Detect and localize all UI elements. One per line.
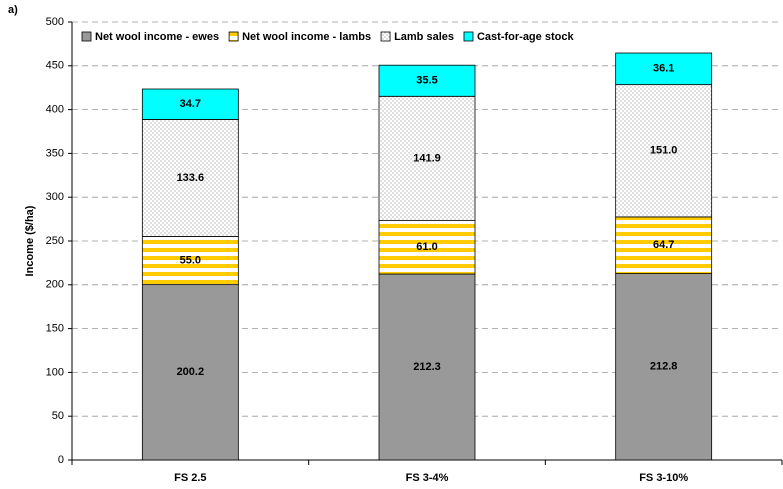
- y-tick-label: 200: [46, 279, 64, 291]
- bar-segment: [141, 236, 239, 286]
- y-axis-label: Income ($/ha): [24, 205, 36, 276]
- y-tick-label: 50: [52, 410, 64, 422]
- value-label: 34.7: [180, 98, 201, 110]
- bar-segment: [378, 95, 476, 221]
- y-tick-label: 500: [46, 16, 64, 28]
- bar-segment: [141, 284, 239, 461]
- value-label: 133.6: [177, 172, 205, 184]
- legend-swatch: [380, 31, 391, 42]
- panel-label: a): [8, 4, 18, 16]
- value-label: 141.9: [413, 152, 441, 164]
- y-tick-label: 100: [46, 366, 64, 378]
- y-tick-label: 450: [46, 60, 64, 72]
- value-label: 151.0: [650, 145, 678, 157]
- legend-background: [78, 28, 584, 46]
- value-label: 212.3: [413, 361, 441, 373]
- bar-segment: [378, 64, 476, 97]
- bar-segment: [615, 52, 713, 86]
- y-tick-label: 350: [46, 147, 64, 159]
- y-tick-label: 400: [46, 104, 64, 116]
- bar-segment: [378, 220, 476, 275]
- value-label: 212.8: [650, 361, 678, 373]
- y-tick-label: 150: [46, 323, 64, 335]
- bar-segment: [141, 88, 239, 120]
- legend-swatch: [463, 31, 474, 42]
- legend-label: Net wool income - ewes: [95, 31, 219, 43]
- bar-segment: [615, 273, 713, 461]
- bar-segment: [615, 84, 713, 218]
- x-tick-label: FS 3-10%: [639, 472, 688, 484]
- y-tick-label: 250: [46, 235, 64, 247]
- y-tick-label: 0: [58, 454, 64, 466]
- legend-label: Cast-for-age stock: [477, 31, 574, 43]
- legend-swatch: [81, 31, 92, 42]
- value-label: 64.7: [653, 239, 674, 251]
- x-tick-label: FS 3-4%: [406, 472, 449, 484]
- bar-segment: [141, 119, 239, 237]
- legend-swatch: [228, 31, 239, 42]
- y-tick-label: 300: [46, 191, 64, 203]
- value-label: 35.5: [416, 75, 437, 87]
- legend-label: Net wool income - lambs: [242, 31, 371, 43]
- value-label: 200.2: [177, 366, 205, 378]
- bar-segment: [615, 216, 713, 274]
- legend: Net wool income - ewes Net wool income - …: [78, 28, 584, 46]
- legend-label: Lamb sales: [394, 31, 454, 43]
- value-label: 55.0: [180, 254, 201, 266]
- x-tick-label: FS 2.5: [174, 472, 206, 484]
- value-label: 61.0: [416, 241, 437, 253]
- value-label: 36.1: [653, 63, 674, 75]
